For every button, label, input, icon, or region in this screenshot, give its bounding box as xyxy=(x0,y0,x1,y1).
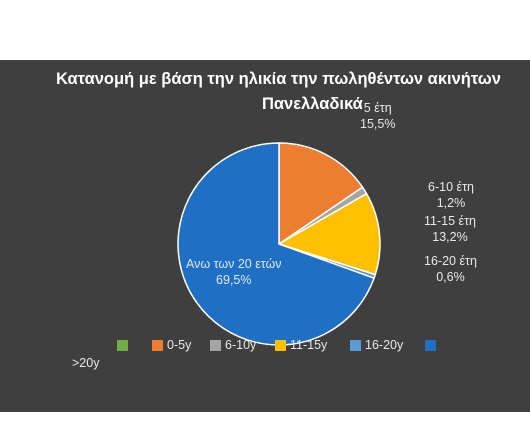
legend-label-6-10: 6-10y xyxy=(225,338,257,352)
slice-label-over-20-value: 69,5% xyxy=(216,273,252,287)
slice-label-16-20-value: 0,6% xyxy=(436,270,465,284)
legend-swatch-6-10 xyxy=(210,339,221,351)
legend-label-11-15: 11-15y xyxy=(290,338,328,352)
slice-label-0-5: 5 έτη 15,5% xyxy=(360,100,395,132)
legend-swatch-11-15 xyxy=(275,339,286,351)
legend-item-11-15: 11-15y xyxy=(275,337,327,353)
legend-item-over-20 xyxy=(425,337,440,353)
slice-label-11-15-name: 11-15 έτη xyxy=(424,214,476,228)
legend-label-0-5: 0-5y xyxy=(167,338,192,352)
legend-swatch-16-20 xyxy=(350,339,361,351)
pie-slice-over-20 xyxy=(177,142,375,346)
slice-label-6-10: 6-10 έτη 1,2% xyxy=(428,179,474,211)
slice-label-16-20: 16-20 έτη 0,6% xyxy=(424,253,477,285)
legend-swatch-0-5 xyxy=(152,339,163,351)
pie-slice-0-5 xyxy=(278,142,364,246)
legend-item-empty xyxy=(117,337,132,353)
chart-title-line2: Πανελλαδικά xyxy=(262,95,363,113)
slice-label-6-10-value: 1,2% xyxy=(436,196,466,210)
slice-label-over-20-name: Ανω των 20 ετών xyxy=(186,257,282,271)
slice-label-over-20: Ανω των 20 ετών 69,5% xyxy=(186,256,282,288)
slice-label-11-15: 11-15 έτη 13,2% xyxy=(424,213,476,245)
chart-area: Κατανομή με βάση την ηλικία την πωληθέντ… xyxy=(0,60,530,412)
slice-label-16-20-name: 16-20 έτη xyxy=(424,254,477,268)
pie-chart xyxy=(177,142,381,346)
slice-label-0-5-value: 15,5% xyxy=(360,117,396,131)
slice-label-0-5-name: 5 έτη xyxy=(363,101,392,115)
legend-item-6-10: 6-10y xyxy=(210,337,256,353)
slice-label-11-15-value: 13,2% xyxy=(432,230,468,244)
legend-label-over-20: >20y xyxy=(72,356,100,370)
legend-item-16-20: 16-20y xyxy=(350,337,403,353)
slice-label-6-10-name: 6-10 έτη xyxy=(428,180,474,194)
legend-swatch-over-20 xyxy=(425,339,436,351)
pie-slice-11-15 xyxy=(277,192,381,276)
legend-label-16-20: 16-20y xyxy=(365,338,404,352)
chart-title-line1: Κατανομή με βάση την ηλικία την πωληθέντ… xyxy=(56,70,501,88)
legend-item-0-5: 0-5y xyxy=(152,337,191,353)
legend-swatch-green xyxy=(117,339,128,351)
